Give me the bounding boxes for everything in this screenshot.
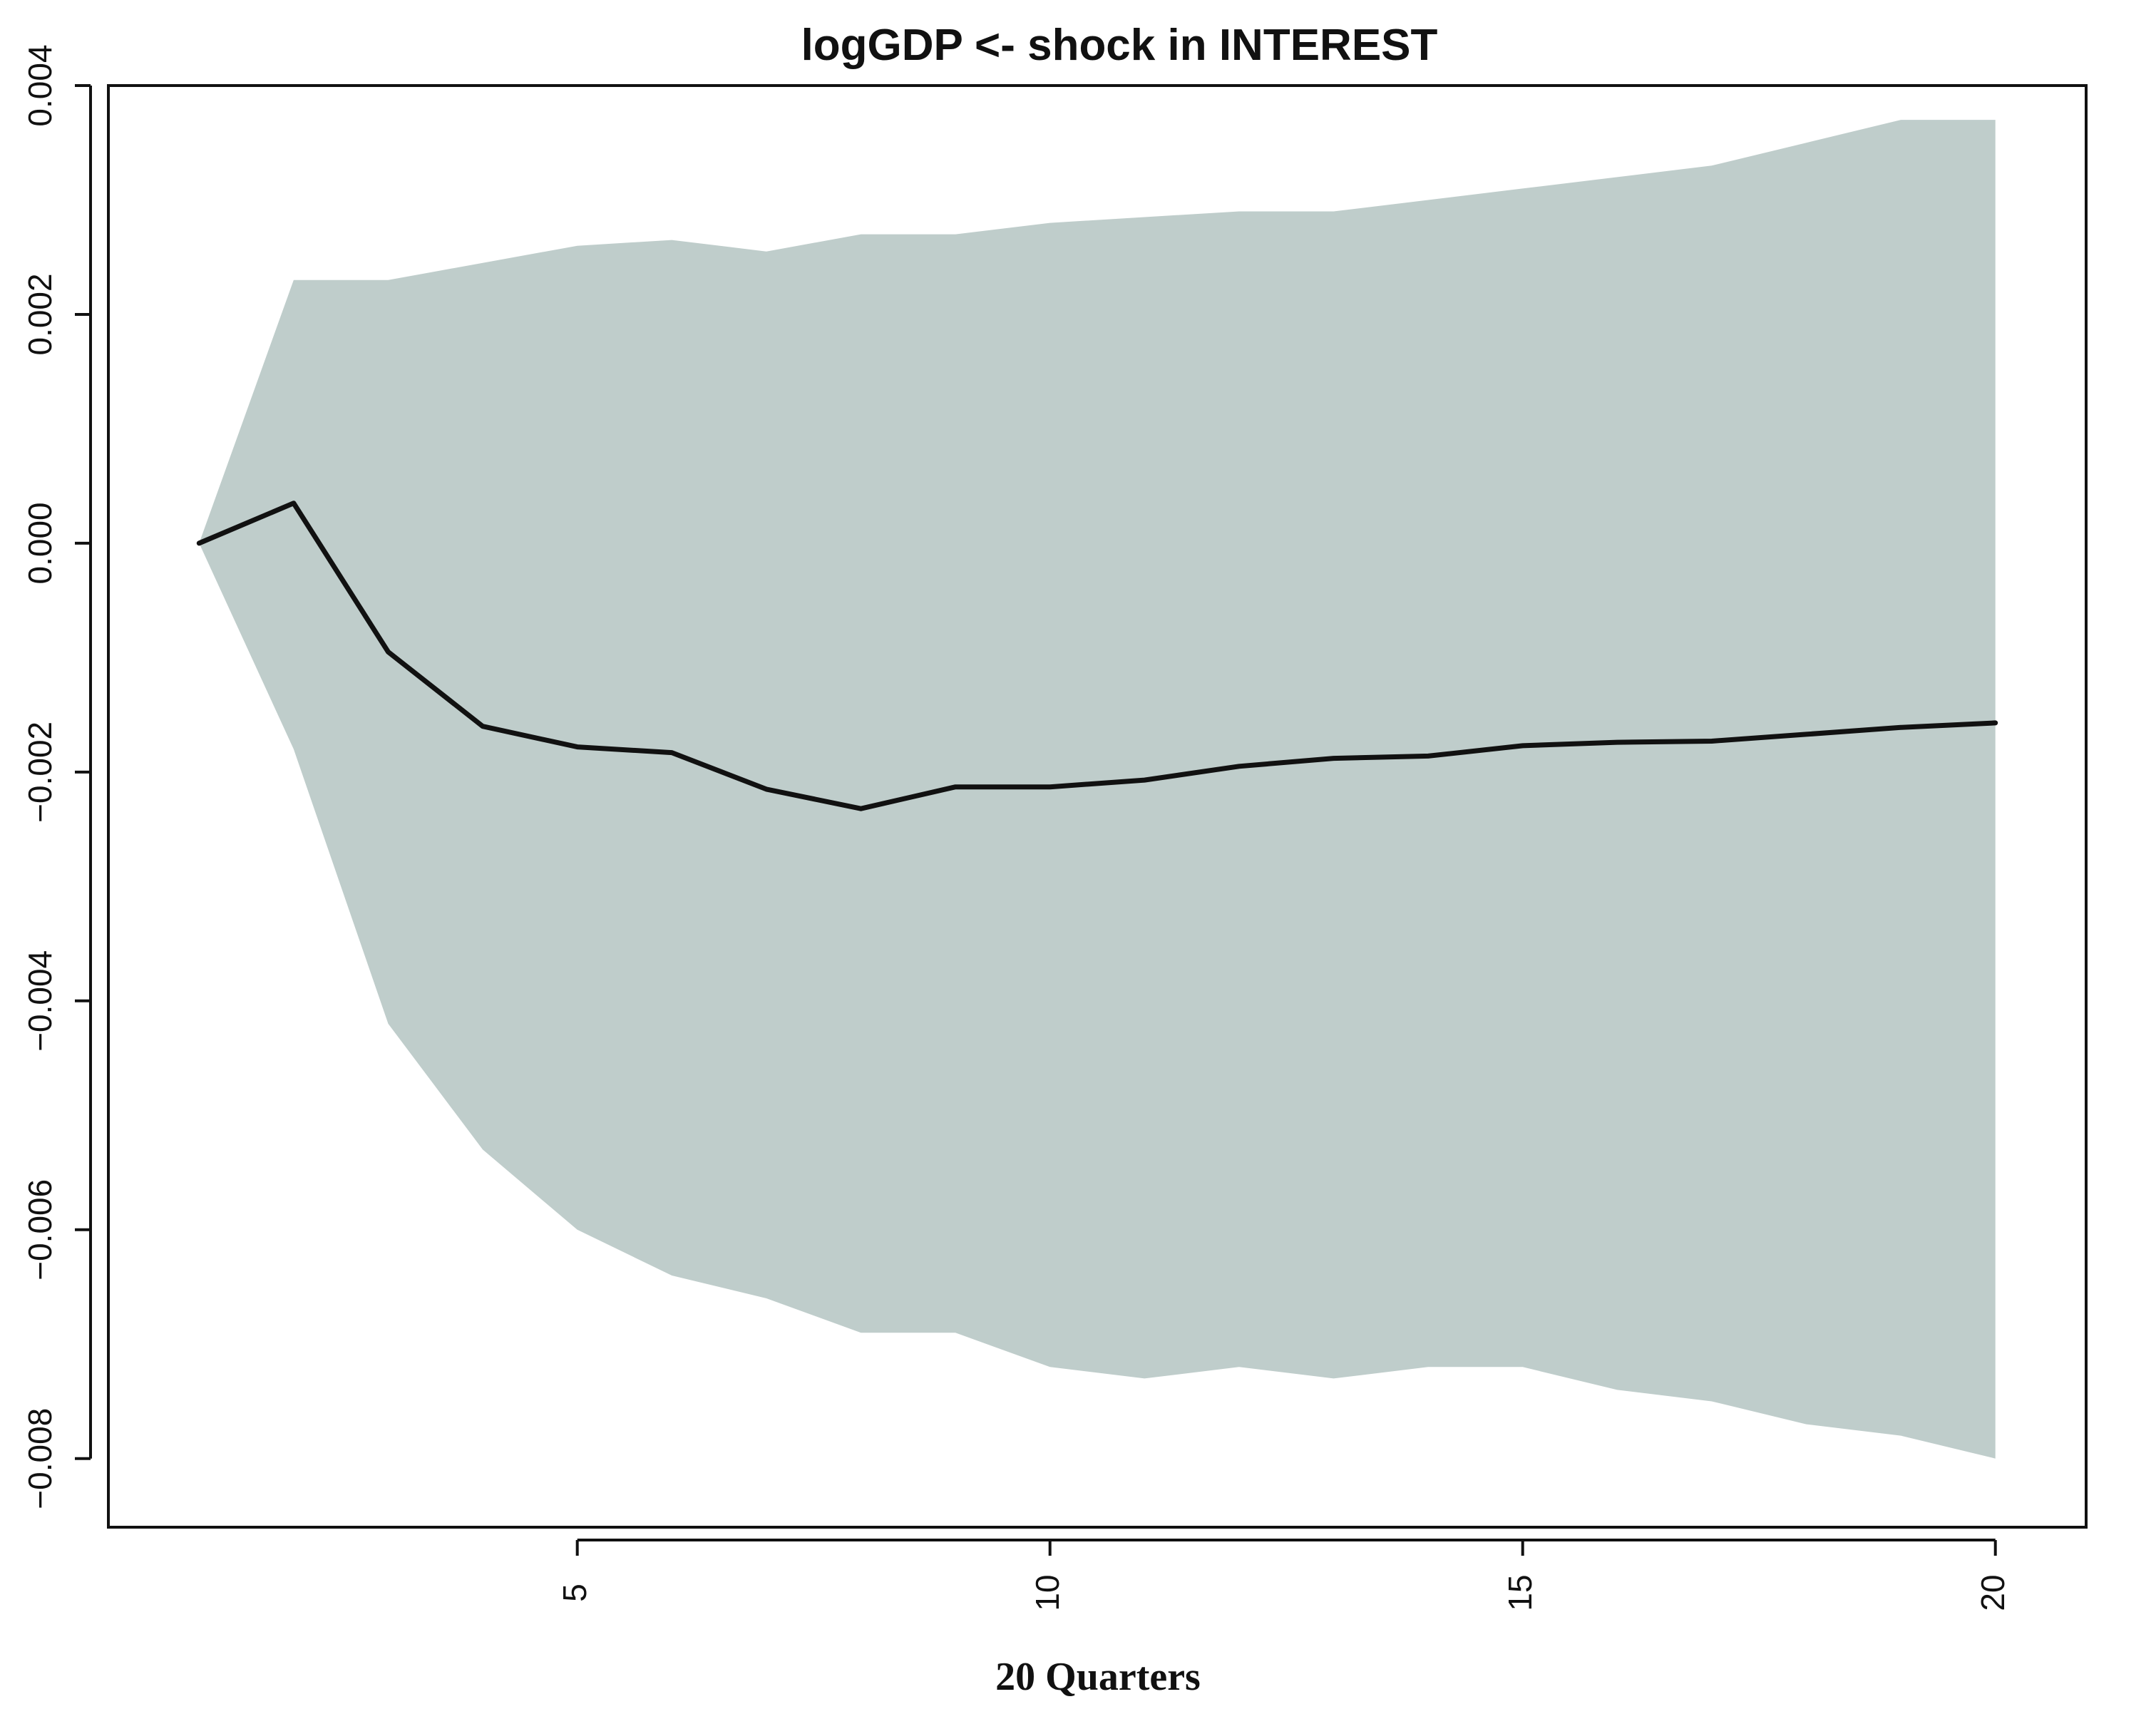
y-tick-label: −0.006 — [21, 1179, 58, 1281]
x-axis-label: 20 Quarters — [995, 1655, 1201, 1699]
chart-title: logGDP <- shock in INTEREST — [801, 21, 1438, 70]
x-tick-label: 20 — [1974, 1574, 2011, 1611]
y-tick-label: 0.004 — [21, 44, 58, 126]
y-tick-label: 0.000 — [21, 502, 58, 584]
x-tick-label: 10 — [1029, 1574, 1066, 1611]
plot-frame — [107, 84, 2088, 1529]
x-tick-label: 15 — [1502, 1574, 1539, 1611]
y-tick-label: −0.008 — [21, 1408, 58, 1509]
y-tick-label: 0.002 — [21, 273, 58, 355]
response-line — [196, 501, 1998, 811]
axes: −0.008 −0.006 −0.004 −0.002 0.000 0.002 0.004 5… — [21, 44, 2088, 1611]
plot-area — [196, 120, 1998, 1459]
y-tick-label: −0.002 — [21, 722, 58, 823]
x-tick-label: 5 — [556, 1584, 593, 1602]
confidence-band — [199, 120, 1996, 1459]
y-tick-label: −0.004 — [21, 950, 58, 1052]
